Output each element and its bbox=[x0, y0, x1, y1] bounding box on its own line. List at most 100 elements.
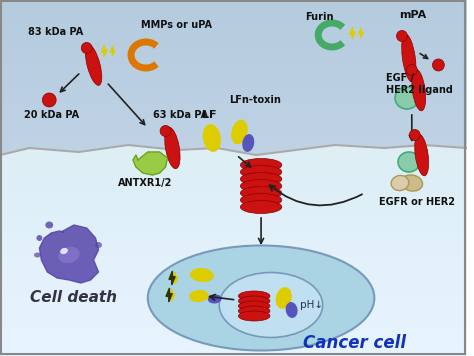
Polygon shape bbox=[169, 271, 175, 285]
Text: Furin: Furin bbox=[305, 12, 334, 22]
Bar bbox=[0, 346, 467, 356]
Bar bbox=[0, 166, 467, 173]
Ellipse shape bbox=[189, 290, 209, 302]
Bar bbox=[0, 350, 467, 356]
Bar bbox=[0, 136, 467, 143]
Text: 20 kDa PA: 20 kDa PA bbox=[24, 110, 79, 120]
Ellipse shape bbox=[412, 69, 426, 111]
Text: ANTXR1/2: ANTXR1/2 bbox=[118, 178, 173, 188]
Bar bbox=[0, 172, 467, 179]
Ellipse shape bbox=[275, 287, 292, 309]
Bar bbox=[0, 249, 467, 256]
Bar bbox=[0, 316, 467, 327]
Bar bbox=[0, 101, 467, 108]
Bar bbox=[0, 237, 467, 244]
Ellipse shape bbox=[203, 124, 221, 152]
Bar bbox=[0, 83, 467, 90]
Bar bbox=[0, 285, 467, 292]
Bar bbox=[0, 24, 467, 31]
Ellipse shape bbox=[401, 34, 416, 82]
Bar bbox=[0, 255, 467, 262]
Bar bbox=[0, 6, 467, 13]
Ellipse shape bbox=[240, 194, 282, 206]
Bar bbox=[0, 279, 467, 286]
Bar bbox=[0, 113, 467, 120]
Bar bbox=[0, 119, 467, 126]
Ellipse shape bbox=[410, 130, 420, 141]
Text: EGF /
HER2 ligand: EGF / HER2 ligand bbox=[386, 73, 453, 95]
Polygon shape bbox=[350, 27, 355, 39]
Ellipse shape bbox=[60, 248, 68, 254]
Bar bbox=[0, 160, 467, 167]
Bar bbox=[0, 131, 467, 137]
Bar bbox=[0, 125, 467, 131]
Bar bbox=[0, 71, 467, 78]
Bar bbox=[0, 336, 467, 347]
Bar bbox=[0, 235, 467, 246]
Bar bbox=[0, 326, 467, 337]
Bar bbox=[0, 0, 467, 7]
Bar bbox=[0, 338, 467, 345]
Bar bbox=[0, 155, 467, 166]
Polygon shape bbox=[166, 288, 172, 302]
Bar bbox=[0, 59, 467, 66]
Bar bbox=[0, 256, 467, 267]
Ellipse shape bbox=[190, 268, 214, 282]
Bar bbox=[0, 77, 467, 84]
Text: MMPs or uPA: MMPs or uPA bbox=[141, 20, 212, 30]
Bar bbox=[0, 202, 467, 209]
Bar bbox=[0, 332, 467, 339]
Ellipse shape bbox=[240, 179, 282, 193]
Bar bbox=[0, 36, 467, 42]
Bar bbox=[0, 225, 467, 236]
Bar bbox=[0, 225, 467, 232]
Text: pH↓: pH↓ bbox=[301, 300, 324, 310]
Bar bbox=[0, 309, 467, 315]
Bar bbox=[0, 142, 467, 149]
Bar bbox=[0, 306, 467, 317]
Ellipse shape bbox=[238, 296, 270, 306]
Ellipse shape bbox=[240, 200, 282, 214]
Bar bbox=[0, 231, 467, 238]
Ellipse shape bbox=[148, 246, 374, 351]
Bar bbox=[0, 320, 467, 327]
Polygon shape bbox=[0, 145, 467, 356]
Ellipse shape bbox=[58, 247, 80, 263]
Ellipse shape bbox=[231, 120, 247, 144]
Polygon shape bbox=[101, 45, 107, 57]
Bar bbox=[0, 314, 467, 321]
Ellipse shape bbox=[240, 173, 282, 185]
Bar bbox=[0, 195, 467, 206]
Bar bbox=[0, 215, 467, 226]
Bar bbox=[0, 190, 467, 197]
Bar bbox=[0, 30, 467, 37]
Bar bbox=[0, 326, 467, 333]
Text: EGFR or HER2: EGFR or HER2 bbox=[379, 197, 456, 207]
Bar bbox=[0, 178, 467, 185]
Ellipse shape bbox=[432, 59, 444, 71]
Ellipse shape bbox=[397, 31, 407, 42]
Bar bbox=[0, 65, 467, 72]
Ellipse shape bbox=[398, 152, 419, 172]
Ellipse shape bbox=[238, 306, 270, 316]
Ellipse shape bbox=[242, 134, 254, 152]
Ellipse shape bbox=[81, 42, 92, 53]
Ellipse shape bbox=[238, 311, 270, 321]
Ellipse shape bbox=[219, 272, 323, 337]
Ellipse shape bbox=[286, 302, 298, 318]
Text: 83 kDa PA: 83 kDa PA bbox=[27, 27, 83, 37]
Bar bbox=[0, 205, 467, 216]
Ellipse shape bbox=[42, 93, 56, 107]
Bar bbox=[0, 95, 467, 102]
Ellipse shape bbox=[391, 176, 409, 190]
Ellipse shape bbox=[401, 175, 422, 191]
Bar bbox=[0, 344, 467, 351]
Bar bbox=[0, 297, 467, 304]
Bar bbox=[0, 303, 467, 309]
Bar bbox=[0, 18, 467, 25]
Ellipse shape bbox=[406, 64, 417, 75]
Bar bbox=[0, 12, 467, 19]
Ellipse shape bbox=[238, 301, 270, 311]
Bar bbox=[0, 196, 467, 203]
Bar bbox=[0, 53, 467, 60]
